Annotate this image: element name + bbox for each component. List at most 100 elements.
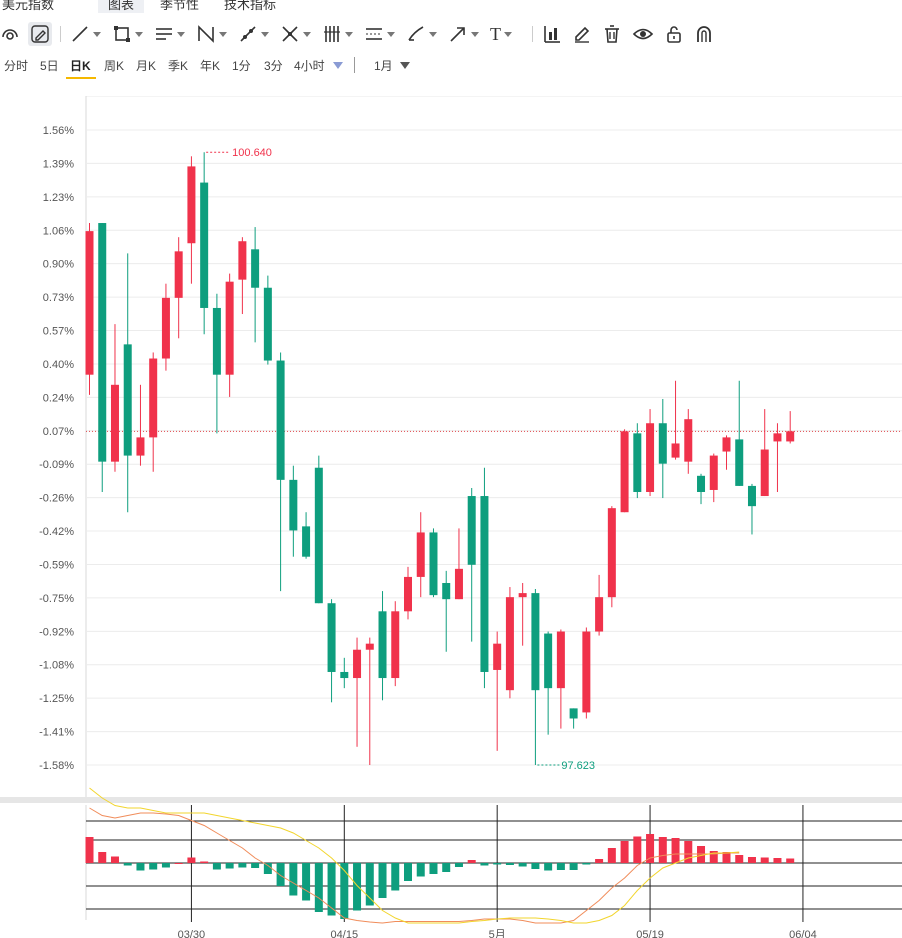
x-axis-labels: 03/30 04/15 5月 05/19 06/04 — [178, 929, 817, 938]
candle-body — [582, 631, 591, 713]
text-tool-icon[interactable]: T — [490, 22, 512, 46]
edit-icon[interactable] — [572, 22, 592, 46]
y-tick-label: -0.92% — [39, 626, 74, 638]
brush-tool-icon[interactable] — [406, 22, 437, 46]
candle-body — [225, 281, 234, 375]
candle-body — [697, 475, 706, 492]
candle-body — [404, 576, 412, 612]
candle-body — [709, 455, 718, 490]
macd-bar — [85, 837, 94, 863]
candle-body — [556, 631, 565, 689]
toolbar-divider — [60, 26, 61, 42]
macd-bar — [556, 863, 565, 870]
rectangle-tool-icon[interactable] — [112, 22, 143, 46]
candle-body — [747, 485, 756, 507]
tab-technical-indicators[interactable]: 技术指标 — [224, 0, 277, 12]
candle-body — [378, 611, 387, 679]
y-tick-label: 0.40% — [43, 359, 74, 371]
period-daily[interactable]: 日K — [70, 59, 91, 73]
candle-body — [773, 433, 782, 442]
period-monthly[interactable]: 月K — [136, 59, 157, 73]
macd-dea-line — [89, 787, 740, 924]
macd-bar — [276, 863, 285, 886]
y-tick-label: 0.57% — [43, 326, 74, 338]
candle-body — [684, 419, 693, 462]
macd-bar — [633, 836, 642, 863]
channel-tool-icon[interactable] — [364, 22, 395, 46]
magnet-icon[interactable] — [0, 22, 20, 46]
period-1min[interactable]: 1分 — [232, 59, 251, 73]
period-5day[interactable]: 5日 — [40, 59, 59, 73]
macd-bar — [569, 863, 578, 870]
ray-tool-icon[interactable] — [238, 22, 269, 46]
period-divider — [354, 57, 355, 73]
y-tick-label: -0.75% — [39, 593, 74, 605]
candle-body — [531, 593, 540, 691]
cross-line-icon[interactable] — [280, 22, 311, 46]
candle-body — [722, 437, 731, 452]
macd-bar — [467, 860, 476, 863]
low-price-label: 97.623 — [561, 760, 595, 772]
macd-bar — [735, 855, 744, 863]
macd-bar — [518, 863, 527, 867]
macd-bar — [251, 863, 260, 868]
pencil-icon[interactable] — [28, 22, 52, 46]
macd-bar — [98, 852, 107, 863]
candle-body — [607, 508, 616, 598]
y-tick-label: 1.23% — [43, 192, 74, 204]
macd-bar — [505, 863, 514, 865]
candle-body — [136, 437, 145, 456]
candle-body — [480, 496, 489, 672]
macd-bar — [212, 863, 221, 870]
candlestick-chart[interactable]: 1.56% 1.39% 1.23% 1.06% 0.90% 0.73% 0.57% 0.40%… — [0, 96, 902, 938]
candle-body — [263, 287, 272, 361]
candle-body — [251, 249, 260, 288]
period-weekly[interactable]: 周K — [104, 59, 125, 73]
x-tick-label: 03/30 — [178, 929, 206, 938]
indicator-icon[interactable] — [542, 22, 562, 46]
unlock-icon[interactable] — [664, 22, 684, 46]
macd-bar — [671, 838, 680, 863]
range-selector[interactable]: 1月 — [374, 59, 393, 73]
tab-chart[interactable]: 图表 — [98, 0, 145, 13]
candle-body — [340, 671, 349, 679]
candle-body — [518, 593, 527, 598]
magnet-snap-icon[interactable] — [694, 22, 714, 46]
candle-body — [646, 423, 655, 492]
trash-icon[interactable] — [602, 22, 622, 46]
period-4hour[interactable]: 4小时 — [294, 59, 325, 73]
range-caret[interactable] — [400, 62, 410, 69]
y-tick-label: 0.24% — [43, 392, 74, 404]
macd-bar — [582, 863, 591, 865]
arrow-tool-icon[interactable] — [448, 22, 479, 46]
period-minute[interactable]: 分时 — [4, 59, 29, 73]
y-tick-label: -0.26% — [39, 493, 74, 505]
y-tick-label: -0.59% — [39, 559, 74, 571]
fib-tool-icon[interactable] — [322, 22, 353, 46]
eye-icon[interactable] — [632, 22, 654, 46]
tab-usd-index[interactable]: 美元指数 — [2, 0, 55, 12]
macd-bar — [174, 863, 183, 864]
candle-body — [735, 439, 744, 486]
horizontal-lines-icon[interactable] — [154, 22, 185, 46]
macd-bar — [416, 863, 425, 877]
high-low-annotations: 100.640 97.623 — [206, 147, 595, 772]
candle-body — [633, 433, 642, 492]
line-tool-icon[interactable] — [70, 22, 101, 46]
macd-bar — [225, 863, 234, 869]
top-tab-bar: 美元指数 图表 季节性 技术指标 — [0, 0, 902, 16]
tab-seasonality[interactable]: 季节性 — [160, 0, 200, 12]
macd-bar — [442, 863, 451, 872]
candle-body — [442, 582, 451, 600]
candle-body — [493, 643, 502, 670]
period-yearly[interactable]: 年K — [200, 59, 221, 73]
macd-bar — [404, 863, 412, 881]
pattern-tool-icon[interactable] — [196, 22, 227, 46]
macd-bar — [136, 863, 145, 871]
period-3min[interactable]: 3分 — [264, 59, 283, 73]
period-quarterly[interactable]: 季K — [168, 59, 189, 73]
more-periods-caret[interactable] — [333, 62, 343, 69]
macd-bar — [187, 857, 196, 863]
candle-body — [658, 423, 667, 464]
toolbar-divider — [532, 26, 533, 42]
